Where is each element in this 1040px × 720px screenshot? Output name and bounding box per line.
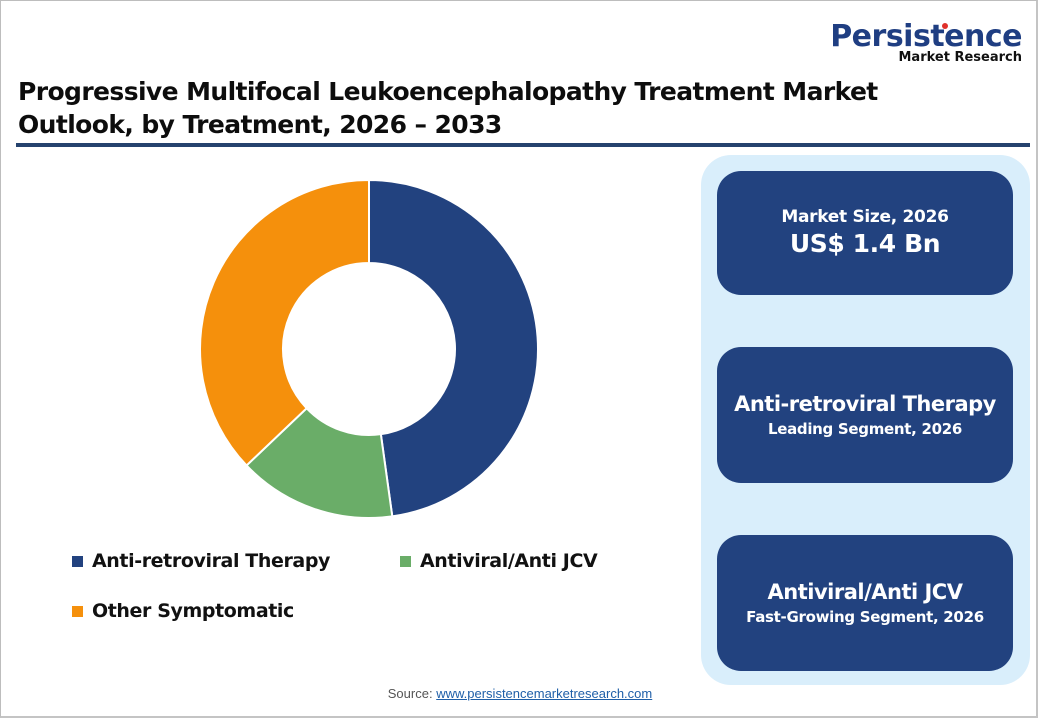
highlights-panel: Market Size, 2026 US$ 1.4 Bn Anti-retrov… — [701, 155, 1030, 685]
fast-growing-segment-card: Antiviral/Anti JCV Fast-Growing Segment,… — [717, 535, 1013, 671]
page-title: Progressive Multifocal Leukoencephalopat… — [18, 77, 878, 139]
title-divider — [16, 143, 1030, 147]
legend-swatch-icon — [72, 555, 83, 567]
fast-growing-segment-title: Antiviral/Anti JCV — [767, 580, 963, 604]
donut-slice-other-symptomatic — [199, 178, 370, 467]
source-label: Source: — [387, 686, 433, 701]
source-line: Source: www.persistencemarketresearch.co… — [0, 686, 1040, 701]
logo-tagline: Market Research — [898, 50, 1023, 65]
legend-item-antiviral: Antiviral/Anti JCV — [400, 550, 598, 572]
legend-label: Other Symptomatic — [92, 600, 294, 622]
leading-segment-title: Anti-retroviral Therapy — [734, 392, 996, 416]
legend-label: Antiviral/Anti JCV — [420, 550, 598, 572]
legend-label: Anti-retroviral Therapy — [92, 550, 331, 572]
donut-chart — [199, 178, 539, 519]
logo: Persistence Market Research — [830, 22, 1022, 65]
legend-swatch-icon — [400, 555, 411, 567]
market-size-value: US$ 1.4 Bn — [789, 229, 941, 258]
legend-item-anti-retroviral: Anti-retroviral Therapy — [72, 550, 330, 572]
legend-swatch-icon — [72, 605, 83, 617]
leading-segment-card: Anti-retroviral Therapy Leading Segment,… — [717, 347, 1013, 483]
source-link[interactable]: www.persistencemarketresearch.com — [436, 686, 653, 701]
donut-slice-anti-retroviral-therapy — [368, 178, 539, 518]
logo-wordmark: Persistence — [830, 22, 1022, 52]
legend-item-other-symptomatic: Other Symptomatic — [72, 600, 294, 622]
fast-growing-segment-subtitle: Fast-Growing Segment, 2026 — [746, 608, 984, 626]
leading-segment-subtitle: Leading Segment, 2026 — [767, 420, 963, 438]
logo-dot-icon — [942, 23, 949, 29]
logo-name: Persistence — [830, 19, 1022, 54]
market-size-label: Market Size, 2026 — [781, 207, 949, 227]
market-size-card: Market Size, 2026 US$ 1.4 Bn — [717, 171, 1013, 295]
